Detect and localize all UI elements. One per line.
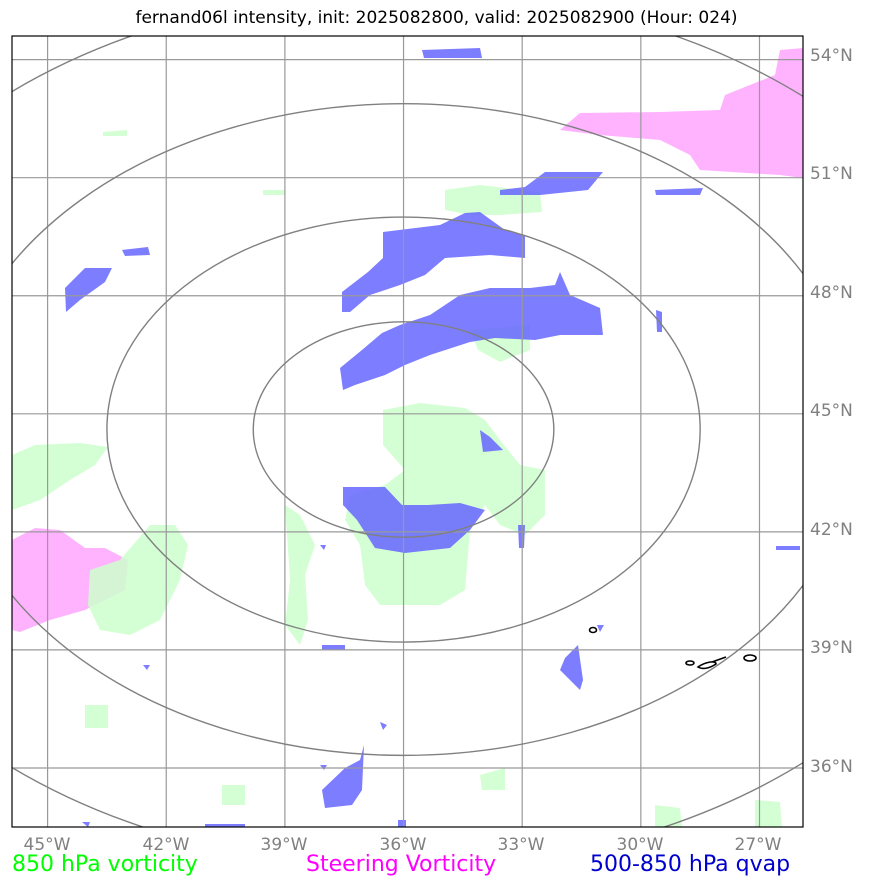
latitude-labels: 54°N 51°N 48°N 45°N 42°N 39°N 36°N — [810, 46, 853, 777]
qvap-speck-17 — [82, 822, 90, 827]
vort-speck-4 — [755, 800, 782, 827]
qvap-layer — [65, 48, 800, 827]
lon-label: 33°W — [498, 835, 545, 855]
legend-vorticity: 850 hPa vorticity — [12, 852, 198, 877]
qvap-speck-16 — [597, 625, 604, 632]
lon-label: 45°W — [24, 835, 71, 855]
qvap-region-top — [422, 48, 482, 58]
lat-label: 45°N — [810, 401, 853, 421]
qvap-speck-3 — [322, 745, 364, 808]
lon-label: 27°W — [735, 835, 782, 855]
vort-region-s — [285, 505, 315, 645]
qvap-speck-11 — [398, 820, 406, 827]
qvap-speck-9 — [205, 824, 245, 827]
lon-label: 39°W — [261, 835, 308, 855]
contour-loop-5 — [743, 654, 757, 662]
lat-label: 42°N — [810, 520, 853, 540]
contour-features — [588, 626, 757, 670]
qvap-band-upper — [342, 212, 525, 312]
qvap-speck-5 — [122, 247, 150, 256]
qvap-speck-13 — [320, 545, 326, 550]
lon-label: 42°W — [143, 835, 190, 855]
qvap-speck-10 — [322, 645, 345, 650]
qvap-speck-14 — [143, 665, 150, 670]
qvap-speck-8 — [518, 525, 525, 548]
legend-qvap: 500-850 hPa qvap — [590, 852, 791, 877]
range-ring — [106, 216, 701, 643]
map-frame — [11, 35, 804, 828]
qvap-region-center — [343, 487, 485, 553]
vort-region-w — [12, 443, 108, 510]
qvap-speck-1 — [480, 430, 503, 452]
lat-label: 39°N — [810, 638, 853, 658]
vort-speck-1 — [85, 705, 108, 728]
longitude-labels: 45°W 42°W 39°W 36°W 33°W 30°W 27°W — [24, 835, 782, 855]
lat-label: 51°N — [810, 164, 853, 184]
steering-region-ne — [560, 48, 803, 178]
contour-loop-3 — [696, 661, 717, 670]
lon-label: 36°W — [380, 835, 427, 855]
contour-loop-2 — [685, 660, 695, 666]
contour-loop-1 — [588, 626, 598, 634]
vort-speck-3 — [480, 768, 505, 790]
qvap-speck-7 — [776, 546, 800, 550]
steering-vorticity-layer — [12, 48, 803, 632]
lat-label: 36°N — [810, 757, 853, 777]
vort-region-sw — [88, 525, 188, 635]
range-ring — [12, 103, 803, 756]
vort-speck-2 — [222, 785, 245, 805]
qvap-speck-2 — [560, 645, 583, 690]
vort-speck-7 — [263, 190, 285, 195]
steering-region-w — [12, 528, 128, 632]
qvap-speck-4 — [655, 188, 703, 195]
legend-steering-vorticity: Steering Vorticity — [306, 852, 497, 877]
qvap-region-nw — [65, 268, 112, 312]
qvap-speck-12 — [380, 722, 387, 730]
vort-speck-6 — [103, 130, 127, 136]
lon-label: 30°W — [617, 835, 664, 855]
qvap-band-mid — [340, 272, 603, 390]
lat-label: 54°N — [810, 46, 853, 66]
contour-loop-4 — [711, 656, 727, 663]
range-rings — [12, 36, 803, 827]
graticule — [12, 36, 803, 827]
map-title: fernand06l intensity, init: 2025082800, … — [135, 8, 738, 28]
vort-speck-5 — [655, 805, 682, 827]
lat-label: 48°N — [810, 283, 853, 303]
range-ring — [252, 321, 555, 538]
